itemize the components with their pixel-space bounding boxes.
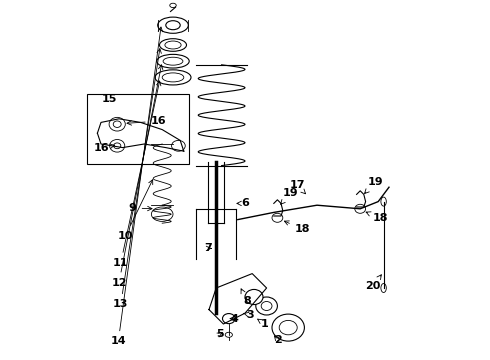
Ellipse shape — [172, 140, 185, 151]
Text: 17: 17 — [290, 180, 306, 194]
Text: 16: 16 — [93, 143, 115, 153]
Ellipse shape — [272, 314, 304, 341]
Ellipse shape — [170, 3, 176, 8]
Ellipse shape — [225, 332, 232, 337]
Ellipse shape — [261, 301, 272, 310]
Ellipse shape — [157, 54, 189, 68]
Text: 14: 14 — [110, 27, 163, 346]
Text: 6: 6 — [237, 198, 249, 208]
Ellipse shape — [113, 121, 121, 127]
Ellipse shape — [110, 139, 125, 152]
Text: 10: 10 — [118, 180, 153, 241]
Text: 16: 16 — [127, 116, 166, 126]
Ellipse shape — [165, 41, 181, 49]
Text: 20: 20 — [365, 275, 381, 291]
Bar — [87, 94, 189, 164]
Ellipse shape — [151, 207, 173, 221]
Ellipse shape — [158, 17, 188, 33]
Text: 4: 4 — [230, 314, 238, 324]
Ellipse shape — [245, 289, 263, 305]
Ellipse shape — [155, 70, 191, 85]
Text: 12: 12 — [111, 65, 163, 288]
Text: 8: 8 — [241, 289, 251, 306]
Ellipse shape — [166, 21, 180, 30]
Text: 3: 3 — [244, 310, 254, 320]
Ellipse shape — [114, 143, 121, 149]
Text: 18: 18 — [366, 212, 388, 224]
Ellipse shape — [279, 320, 297, 335]
Text: 1: 1 — [258, 319, 269, 329]
Text: 7: 7 — [204, 243, 212, 253]
Ellipse shape — [355, 204, 366, 213]
Ellipse shape — [163, 57, 183, 65]
Ellipse shape — [222, 314, 235, 324]
Text: 15: 15 — [101, 94, 117, 104]
Ellipse shape — [381, 197, 386, 206]
Text: 18: 18 — [284, 221, 310, 234]
Ellipse shape — [160, 39, 187, 51]
Text: 2: 2 — [274, 335, 282, 345]
Text: 19: 19 — [281, 188, 298, 204]
Ellipse shape — [162, 73, 184, 82]
Text: 5: 5 — [216, 329, 223, 339]
Ellipse shape — [256, 297, 277, 315]
Ellipse shape — [272, 213, 283, 222]
Text: 11: 11 — [113, 81, 161, 268]
Text: 9: 9 — [129, 203, 152, 213]
Ellipse shape — [109, 117, 125, 131]
Text: 19: 19 — [365, 177, 383, 194]
Text: 13: 13 — [113, 49, 161, 309]
Ellipse shape — [381, 284, 386, 292]
